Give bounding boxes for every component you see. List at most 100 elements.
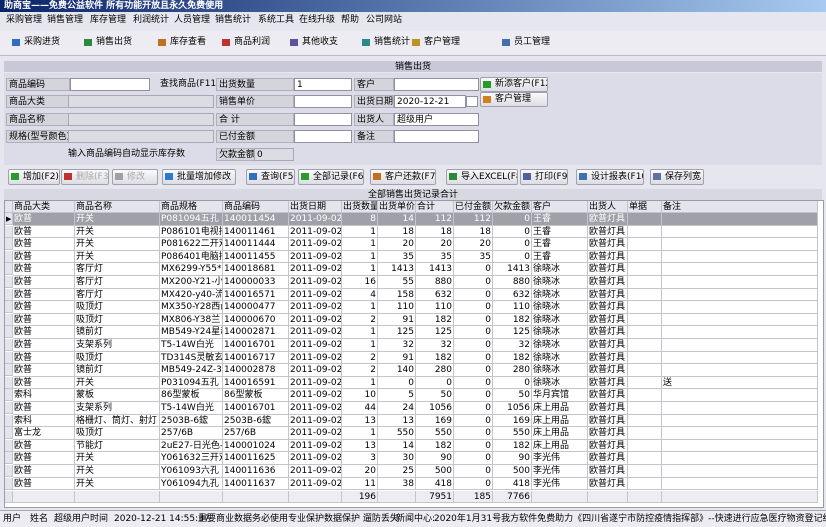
grid-cell[interactable] — [662, 427, 818, 440]
grid-cell[interactable]: 徐晓冰 — [532, 301, 588, 314]
grid-cell[interactable]: 0 — [454, 313, 493, 327]
grid-cell[interactable]: 500 — [416, 465, 454, 478]
grid-cell[interactable]: 50 — [416, 389, 454, 402]
grid-cell[interactable]: 2011-09-02 — [289, 427, 342, 440]
grid-cell[interactable]: 2011-09-02 — [289, 288, 342, 302]
grid-cell[interactable] — [628, 238, 662, 251]
grid-cell[interactable]: 0 — [493, 376, 532, 390]
grid-cell[interactable]: 开关 — [75, 213, 160, 226]
grid-cell[interactable]: 0 — [454, 364, 493, 377]
menu-item[interactable]: 库存管理 — [90, 15, 127, 25]
grid-cell[interactable]: 徐晓冰 — [532, 326, 588, 339]
price-input[interactable] — [294, 95, 352, 108]
grid-cell[interactable] — [662, 364, 818, 377]
grid-cell[interactable]: 257/6B — [160, 427, 223, 440]
grid-cell[interactable] — [628, 213, 662, 226]
grid-cell[interactable]: 欧普 — [13, 250, 75, 264]
grid-cell[interactable]: 112 — [454, 213, 493, 226]
toolbar-button[interactable]: 库存查看 — [156, 36, 206, 50]
grid-cell[interactable]: 418 — [493, 477, 532, 491]
grid-cell[interactable]: 索科 — [13, 414, 75, 428]
grid-cell[interactable]: 5 — [378, 389, 416, 402]
grid-cell[interactable]: 125 — [493, 326, 532, 339]
grid-cell[interactable]: 徐晓冰 — [532, 364, 588, 377]
menu-item[interactable]: 帮助 — [341, 15, 360, 25]
action-button[interactable]: 批量增加修改 — [162, 169, 236, 185]
grid-cell[interactable]: 125 — [416, 326, 454, 339]
grid-cell[interactable]: 0 — [416, 376, 454, 390]
grid-cell[interactable] — [628, 402, 662, 415]
grid-cell[interactable]: 2011-09-02 — [289, 389, 342, 402]
grid-cell[interactable]: 欧普 — [13, 263, 75, 276]
grid-cell[interactable]: 客厅灯 — [75, 263, 160, 276]
toolbar-button[interactable]: 客户管理 — [410, 36, 460, 50]
grid-cell[interactable]: 欧普灯具 — [588, 276, 628, 289]
grid-cell[interactable]: 欧普 — [13, 402, 75, 415]
grid-cell[interactable]: 1 — [342, 250, 378, 264]
grid-cell[interactable] — [662, 351, 818, 365]
grid-cell[interactable]: 550 — [493, 427, 532, 440]
grid-cell[interactable]: 格栅灯、筒灯、射灯 — [75, 414, 160, 428]
grid-cell[interactable]: 2011-09-02 — [289, 477, 342, 491]
action-button[interactable]: 打印(F9) — [520, 169, 568, 185]
grid-cell[interactable]: 140016571 — [223, 288, 289, 302]
grid-cell[interactable]: MB549-24Z-3- — [160, 364, 223, 377]
menu-item[interactable]: 销售统计 — [215, 15, 252, 25]
customer-select[interactable] — [394, 78, 479, 91]
grid-cell[interactable]: 24 — [378, 402, 416, 415]
action-button[interactable]: 查询(F5) — [246, 169, 295, 185]
date-picker[interactable] — [466, 96, 478, 107]
grid-cell[interactable]: 1413 — [416, 263, 454, 276]
grid-cell[interactable]: 140016717 — [223, 351, 289, 365]
grid-cell[interactable] — [662, 465, 818, 478]
grid-cell[interactable]: 55 — [378, 276, 416, 289]
grid-cell[interactable]: 2 — [342, 364, 378, 377]
grid-cell[interactable]: 2011-09-02 — [289, 326, 342, 339]
grid-cell[interactable]: 床上用品 — [532, 439, 588, 453]
grid-cell[interactable]: 91 — [378, 313, 416, 327]
grid-cell[interactable]: 0 — [454, 389, 493, 402]
grid-cell[interactable]: 110 — [416, 301, 454, 314]
grid-cell[interactable]: 吸顶灯 — [75, 301, 160, 314]
grid-cell[interactable]: 0 — [454, 288, 493, 302]
grid-cell[interactable]: 床上用品 — [532, 427, 588, 440]
grid-cell[interactable]: 86型蒙板 — [160, 389, 223, 402]
grid-cell[interactable]: 182 — [416, 439, 454, 453]
menu-item[interactable]: 公司网站 — [366, 15, 403, 25]
grid-cell[interactable]: 欧普灯具 — [588, 427, 628, 440]
grid-cell[interactable]: 32 — [493, 339, 532, 352]
grid-cell[interactable] — [662, 439, 818, 453]
grid-cell[interactable]: 182 — [493, 351, 532, 365]
grid-cell[interactable]: 169 — [493, 414, 532, 428]
grid-cell[interactable]: 4 — [342, 288, 378, 302]
spec-input[interactable] — [68, 130, 214, 143]
grid-cell[interactable]: 90 — [493, 452, 532, 465]
grid-cell[interactable]: 欧普 — [13, 213, 75, 226]
grid-cell[interactable] — [662, 213, 818, 226]
grid-cell[interactable]: 李光伟 — [532, 452, 588, 465]
grid-cell[interactable] — [628, 276, 662, 289]
grid-cell[interactable]: 王睿 — [532, 250, 588, 264]
grid-cell[interactable]: 开关 — [75, 238, 160, 251]
action-button[interactable]: 客户还款(F7) — [370, 169, 436, 185]
grid-cell[interactable]: 客厅灯 — [75, 276, 160, 289]
grid-cell[interactable]: 20 — [454, 238, 493, 251]
grid-cell[interactable]: 86型蒙板 — [223, 389, 289, 402]
grid-cell[interactable]: 索科 — [13, 389, 75, 402]
grid-cell[interactable]: 0 — [454, 477, 493, 491]
grid-cell[interactable]: 0 — [454, 339, 493, 352]
grid-cell[interactable]: 10 — [342, 389, 378, 402]
grid-cell[interactable]: 2011-09-02 — [289, 339, 342, 352]
grid-cell[interactable]: 2011-09-02 — [289, 439, 342, 453]
grid-cell[interactable] — [628, 313, 662, 327]
grid-cell[interactable]: 0 — [454, 263, 493, 276]
grid-cell[interactable]: 王睿 — [532, 238, 588, 251]
grid-cell[interactable]: 2011-09-02 — [289, 238, 342, 251]
grid-cell[interactable]: 32 — [416, 339, 454, 352]
grid-cell[interactable]: 0 — [454, 414, 493, 428]
grid-cell[interactable]: 欧普灯具 — [588, 351, 628, 365]
grid-cell[interactable] — [662, 288, 818, 302]
grid-cell[interactable]: 欧普 — [13, 351, 75, 365]
grid-cell[interactable]: 欧普灯具 — [588, 250, 628, 264]
grid-cell[interactable] — [662, 263, 818, 276]
